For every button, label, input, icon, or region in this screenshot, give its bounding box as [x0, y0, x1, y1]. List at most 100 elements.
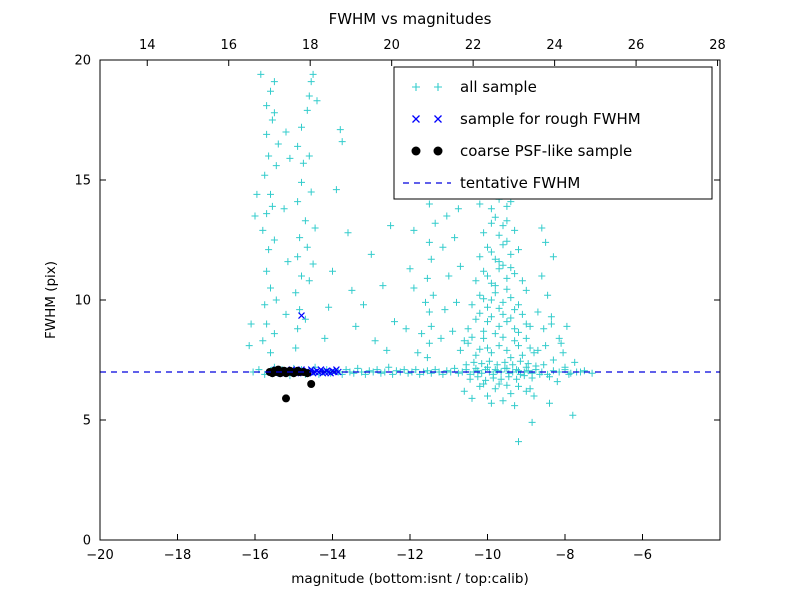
scatter-point-plus: [487, 219, 495, 227]
scatter-point-plus: [476, 200, 484, 208]
scatter-point-plus: [491, 385, 499, 393]
scatter-point-plus: [487, 279, 495, 287]
scatter-point-plus: [251, 212, 259, 220]
scatter-point-plus: [360, 301, 367, 309]
legend-label: tentative FWHM: [460, 174, 580, 192]
scatter-point-plus: [402, 325, 410, 333]
scatter-point-plus: [499, 333, 507, 341]
scatter-point-plus: [309, 260, 317, 268]
scatter-point-plus: [406, 265, 414, 273]
scatter-point-plus: [491, 330, 499, 338]
scatter-point-plus: [298, 178, 305, 186]
scatter-point-plus: [580, 367, 588, 375]
scatter-point-plus: [495, 322, 503, 330]
scatter-point-plus: [468, 394, 476, 402]
scatter-point-plus: [534, 346, 542, 354]
y-axis-label: FWHM (pix): [43, 261, 59, 339]
scatter-point-plus: [495, 258, 503, 266]
scatter-point-plus: [491, 366, 499, 374]
scatter-point-plus: [499, 241, 507, 249]
scatter-point-plus: [507, 390, 515, 398]
scatter-point-plus: [487, 349, 495, 357]
scatter-point-plus: [427, 322, 435, 330]
top-tick-label: 18: [302, 38, 319, 53]
scatter-point-plus: [456, 262, 464, 270]
top-tick-label: 14: [139, 38, 156, 53]
scatter-point-plus: [474, 373, 482, 381]
scatter-point-plus: [515, 246, 522, 254]
scatter-point-plus: [274, 140, 282, 148]
scatter-point-plus: [507, 294, 515, 302]
scatter-point-plus: [466, 375, 474, 383]
scatter-point-plus: [456, 346, 464, 354]
scatter-point-plus: [522, 320, 530, 328]
scatter-point-plus: [522, 387, 530, 395]
scatter-point-plus: [532, 362, 540, 370]
scatter-point-plus: [468, 333, 476, 341]
scatter-point-plus: [499, 261, 507, 269]
scatter-point-plus: [480, 229, 488, 237]
scatter-point-plus: [569, 411, 577, 419]
scatter-point-plus: [379, 282, 387, 290]
scatter-point-plus: [423, 367, 431, 375]
scatter-point-plus: [332, 186, 340, 194]
scatter-point-plus: [301, 217, 309, 225]
scatter-point-plus: [491, 255, 499, 263]
scatter-point-dot: [307, 380, 316, 388]
scatter-point-plus: [487, 205, 495, 213]
scatter-point-plus: [549, 253, 557, 261]
scatter-point-x: [334, 368, 342, 376]
scatter-point-plus: [549, 367, 557, 375]
scatter-point-plus: [298, 123, 305, 131]
scatter-point-plus: [484, 392, 491, 400]
scatter-point-plus: [410, 284, 418, 292]
x-marker-icon: [412, 115, 420, 123]
y-tick-label: 5: [83, 414, 91, 429]
scatter-point-plus: [542, 342, 550, 350]
scatter-point-plus: [487, 248, 495, 256]
scatter-point-plus: [563, 322, 571, 330]
scatter-point-plus: [263, 130, 271, 138]
scatter-point-plus: [431, 219, 439, 227]
scatter-point-plus: [515, 328, 522, 336]
scatter-point-plus: [472, 351, 480, 359]
scatter-point-plus: [536, 370, 544, 378]
scatter-point-plus: [480, 267, 488, 275]
scatter-point-plus: [296, 234, 304, 242]
scatter-point-plus: [553, 378, 561, 386]
scatter-point-plus: [414, 349, 422, 357]
scatter-point-plus: [263, 267, 271, 275]
scatter-point-plus: [547, 320, 555, 328]
scatter-point-plus: [485, 357, 493, 365]
scatter-point-plus: [263, 210, 271, 218]
scatter-point-plus: [561, 363, 569, 371]
scatter-point-plus: [484, 318, 491, 326]
scatter-point-plus: [441, 306, 449, 314]
scatter-point-plus: [263, 320, 271, 328]
scatter-point-plus: [268, 202, 276, 210]
scatter-point-plus: [559, 349, 567, 357]
scatter-point-plus: [439, 243, 447, 251]
scatter-point-plus: [542, 238, 550, 246]
scatter-point-plus: [267, 284, 274, 292]
scatter-point-plus: [557, 339, 565, 347]
x-axis-label: magnitude (bottom:isnt / top:calib): [291, 571, 528, 587]
scatter-point-plus: [292, 289, 300, 297]
scatter-point-plus: [321, 334, 329, 342]
scatter-point-plus: [484, 272, 491, 280]
scatter-point-plus: [487, 313, 495, 321]
scatter-point-plus: [392, 367, 400, 375]
scatter-point-plus: [464, 339, 472, 347]
scatter-point-plus: [387, 222, 395, 230]
scatter-point-plus: [476, 253, 484, 261]
y-tick-label: 15: [74, 174, 91, 189]
scatter-point-plus: [344, 229, 352, 237]
scatter-point-plus: [294, 253, 302, 261]
scatter-point-plus: [480, 334, 488, 342]
scatter-point-plus: [309, 70, 317, 78]
x-tick-label: −6: [633, 548, 652, 563]
scatter-point-plus: [294, 325, 302, 333]
scatter-point-plus: [336, 126, 344, 134]
scatter-point-plus: [522, 363, 530, 371]
scatter-point-plus: [495, 304, 503, 312]
